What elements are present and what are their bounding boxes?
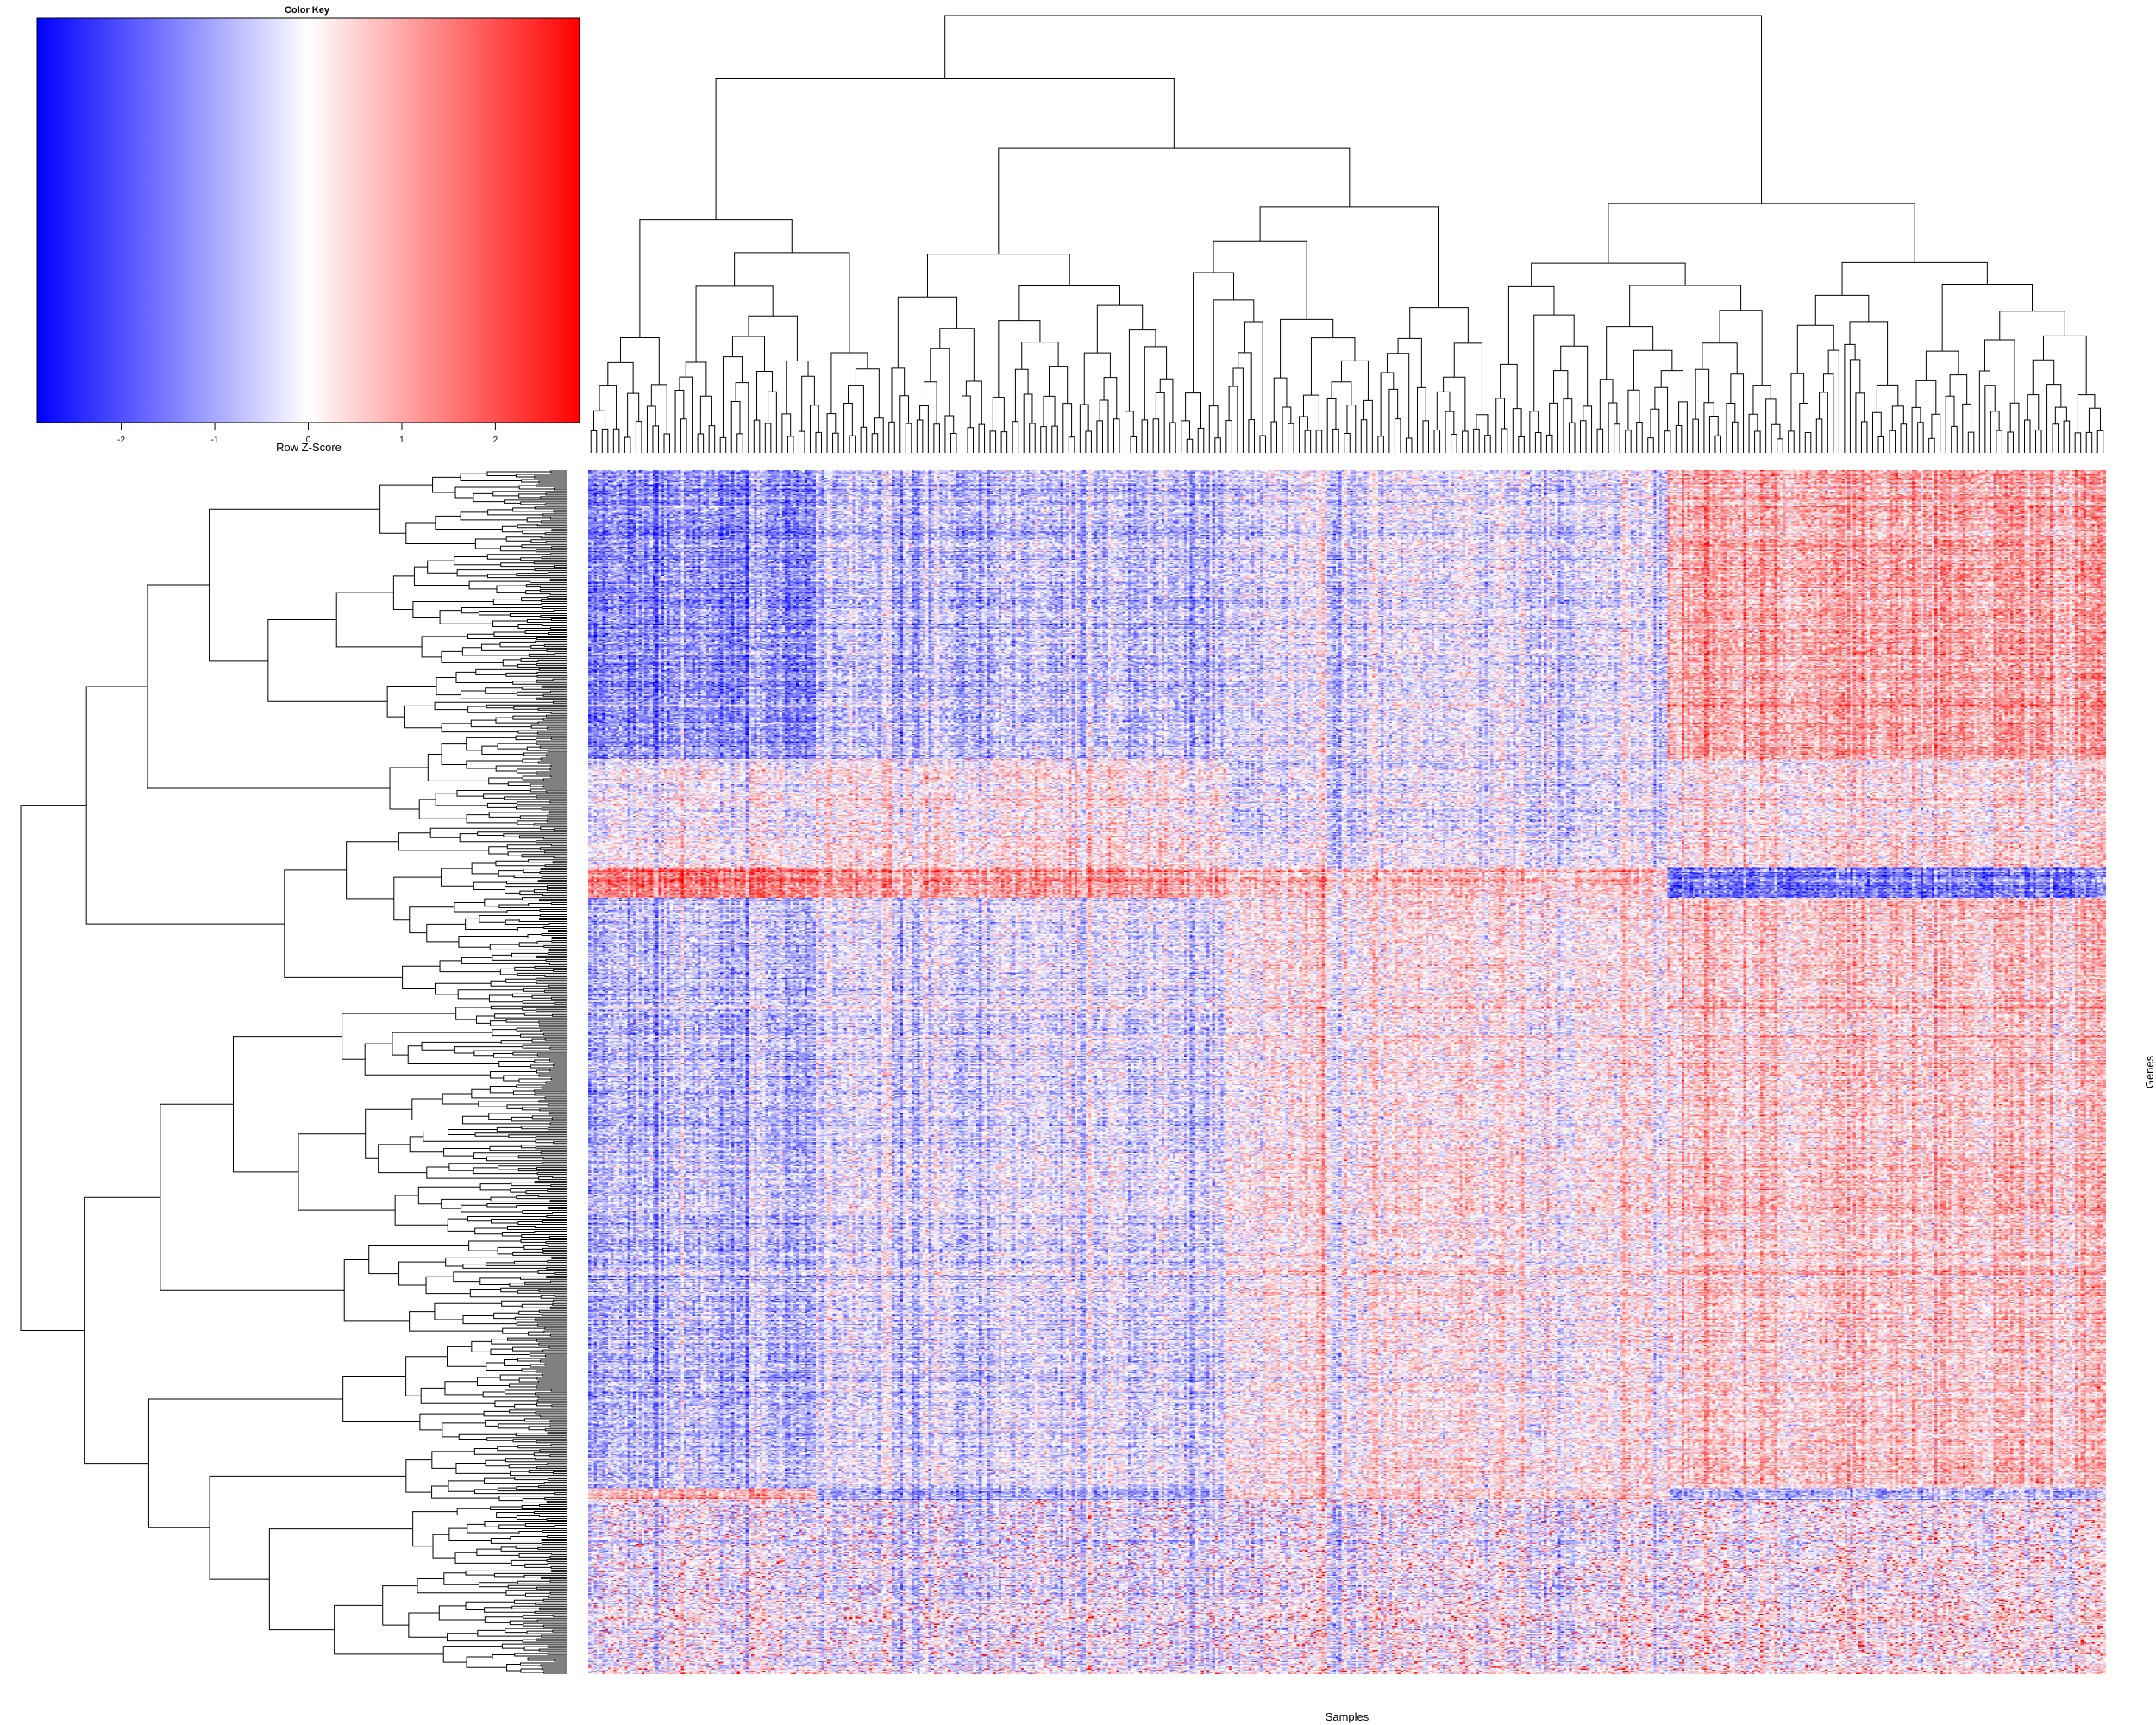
color-key-axis: -2 -1 0 1 2 — [37, 422, 580, 445]
color-key-xlabel: Row Z-Score — [276, 441, 342, 454]
color-key-tick-label: -2 — [117, 436, 125, 445]
color-key-title: Color Key — [285, 5, 330, 16]
row-dendrogram — [20, 470, 567, 1674]
column-dendrogram — [590, 15, 2104, 453]
color-key-gradient — [37, 18, 580, 423]
heatmap-cells — [588, 470, 2106, 1674]
column-dendrogram-branches — [590, 15, 2104, 453]
color-key-tick-label: -1 — [211, 436, 219, 445]
color-key-tick-label: 2 — [493, 436, 498, 445]
row-dendrogram-branches — [20, 470, 567, 1674]
color-key-tick-label: 0 — [306, 436, 311, 445]
x-axis-label: Samples — [1326, 1710, 1369, 1723]
color-key-tick-label: 1 — [399, 436, 404, 445]
y-axis-label: Genes — [2143, 1055, 2156, 1088]
color-key: Color Key -2 -1 0 1 2 Row Z-Score — [36, 5, 580, 454]
heatmap-panel — [588, 470, 2106, 1674]
